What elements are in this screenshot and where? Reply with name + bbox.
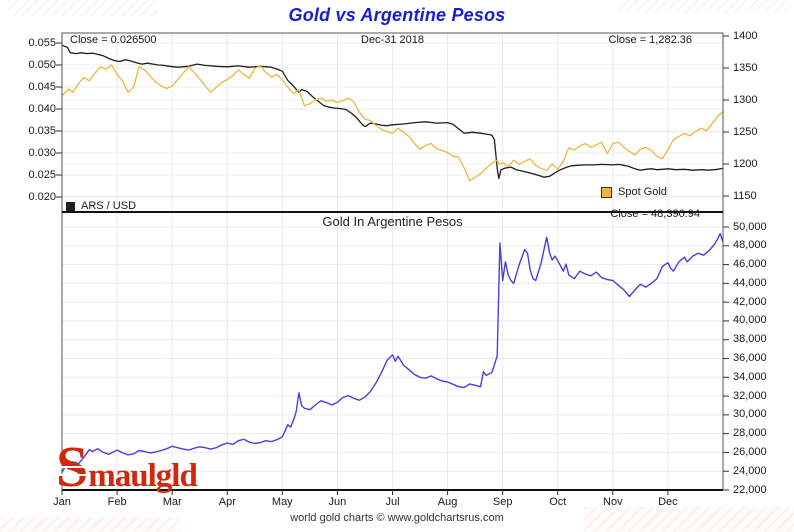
footer-credit: world gold charts © www.goldchartsrus.co… <box>290 512 504 524</box>
page-title: Gold vs Argentine Pesos <box>288 5 506 25</box>
smaulgld-logo: Smaulgld <box>56 438 198 496</box>
date-annotation: Dec-31 2018 <box>361 34 424 46</box>
close-left-annotation: Close = 0.026500 <box>70 34 157 46</box>
legend-swatch-gold-icon <box>601 186 612 198</box>
legend-label-ars: ARS / USD <box>81 200 137 212</box>
bottom-panel-title: Gold In Argentine Pesos <box>322 214 463 229</box>
logo-stripe <box>58 474 88 476</box>
legend-spot-gold: Spot Gold <box>601 186 667 198</box>
legend-swatch-ars-icon <box>66 201 75 211</box>
close-bottom-annotation: Close = 48,390.94 <box>610 208 700 220</box>
legend-ars-usd: ARS / USD <box>66 200 136 212</box>
close-right-annotation: Close = 1,282.36 <box>608 34 692 46</box>
logo-stripe <box>58 466 88 468</box>
logo-text: maulgld <box>88 458 198 494</box>
legend-label-gold: Spot Gold <box>618 186 667 198</box>
